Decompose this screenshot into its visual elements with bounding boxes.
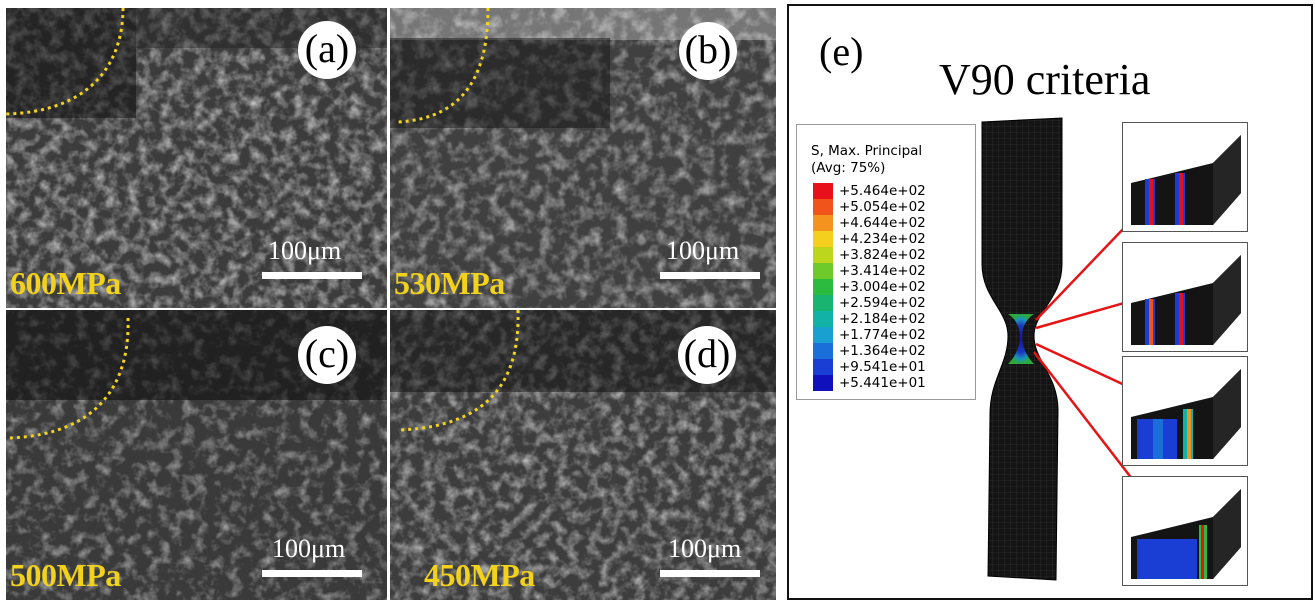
panel-label: (c) <box>298 326 356 384</box>
legend-swatch <box>813 375 833 391</box>
sem-panel-a: (a) 100μm 600MPa <box>6 8 387 308</box>
legend-swatch <box>813 199 833 215</box>
legend-value: +5.464e+02 <box>839 183 926 199</box>
legend-title: S, Max. Principal <box>811 143 923 159</box>
scale-bar-label: 100μm <box>668 534 742 563</box>
stress-label: 500MPa <box>10 557 121 593</box>
legend-value: +1.774e+02 <box>839 327 926 343</box>
legend-value: +3.824e+02 <box>839 247 926 263</box>
crack-initiation-boundary <box>6 8 125 116</box>
legend-swatch <box>813 359 833 375</box>
stress-inset-3 <box>1122 356 1248 466</box>
crack-initiation-boundary <box>397 8 490 124</box>
legend-swatch <box>813 295 833 311</box>
scale-bar <box>262 272 362 279</box>
scale-bar <box>660 570 760 577</box>
scale-bar <box>660 272 760 279</box>
legend-value: +3.004e+02 <box>839 279 926 295</box>
fe-simulation-panel: (e) V90 criteria S, Max. Principal (Avg:… <box>787 4 1313 600</box>
stress-label: 530MPa <box>394 265 505 301</box>
legend-swatch <box>813 327 833 343</box>
legend-swatch <box>813 343 833 359</box>
legend-swatch <box>813 311 833 327</box>
panel-label: (d) <box>678 326 736 384</box>
stress-inset-1 <box>1122 122 1248 232</box>
legend-swatch <box>813 279 833 295</box>
legend-value: +1.364e+02 <box>839 343 926 359</box>
legend-value: +2.184e+02 <box>839 311 926 327</box>
sem-panel-c: (c) 100μm 500MPa <box>6 310 387 600</box>
legend-swatch <box>813 215 833 231</box>
sem-panel-b: (b) 100μm 530MPa <box>390 8 776 308</box>
legend-value: +4.644e+02 <box>839 215 926 231</box>
legend-swatch <box>813 183 833 199</box>
legend-value: +5.441e+01 <box>839 375 926 391</box>
legend-subtitle: (Avg: 75%) <box>811 160 886 176</box>
stress-inset-4 <box>1122 476 1248 586</box>
stress-contour-legend: S, Max. Principal (Avg: 75%) +5.464e+02 +… <box>796 124 976 400</box>
legend-value: +9.541e+01 <box>839 359 926 375</box>
legend-swatch <box>813 247 833 263</box>
scale-bar <box>262 570 362 577</box>
panel-title: V90 criteria <box>939 55 1151 104</box>
panel-label: (e) <box>819 29 864 74</box>
stress-label: 600MPa <box>10 265 121 301</box>
scale-bar-label: 100μm <box>268 236 342 265</box>
legend-swatch <box>813 263 833 279</box>
legend-value: +2.594e+02 <box>839 295 926 311</box>
scale-bar-label: 100μm <box>666 236 740 265</box>
legend-value: +4.234e+02 <box>839 231 926 247</box>
sem-panel-d: (d) 100μm 450MPa <box>390 310 776 600</box>
legend-swatch <box>813 231 833 247</box>
stress-label: 450MPa <box>424 557 535 593</box>
crack-initiation-boundary <box>399 310 520 432</box>
legend-value: +3.414e+02 <box>839 263 926 279</box>
scale-bar-label: 100μm <box>272 534 346 563</box>
legend-value: +5.054e+02 <box>839 199 926 215</box>
crack-initiation-boundary <box>9 317 130 440</box>
panel-label: (b) <box>679 22 737 80</box>
stress-inset-2 <box>1122 242 1248 352</box>
panel-label: (a) <box>298 21 356 79</box>
